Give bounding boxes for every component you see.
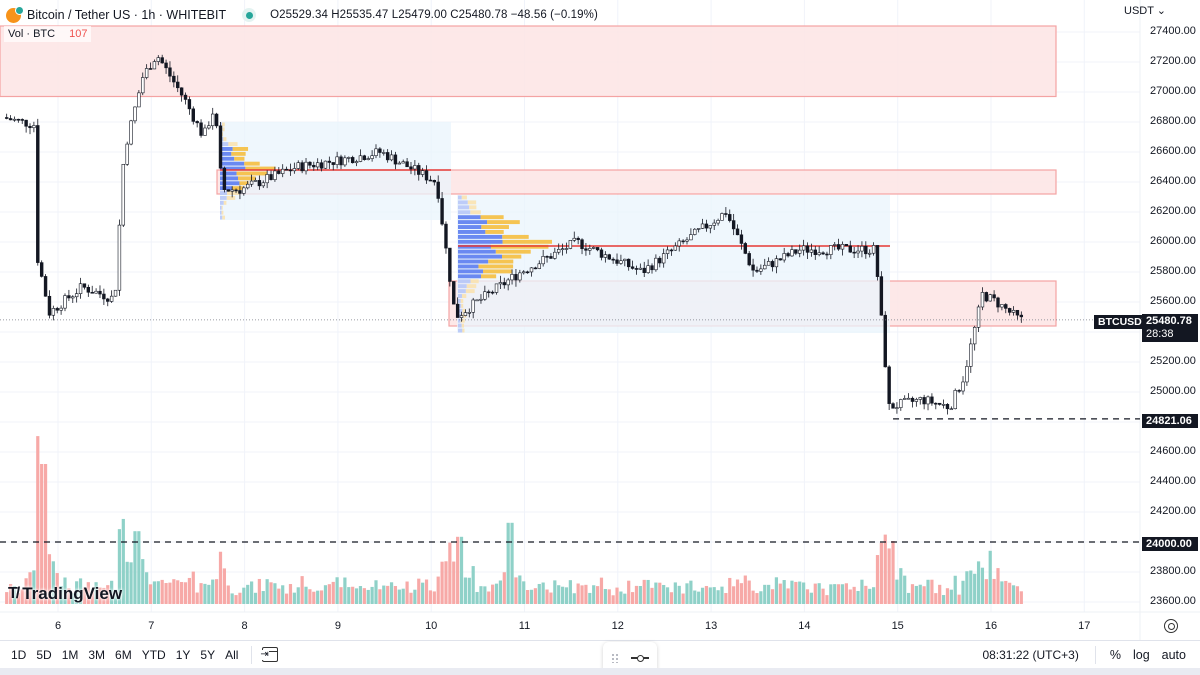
time-tick: 6	[54, 620, 62, 632]
time-tick: 12	[611, 620, 624, 632]
price-tick: 26400.00	[1150, 175, 1196, 187]
price-tick: 26600.00	[1150, 145, 1196, 157]
range-button-5d[interactable]: 5D	[31, 643, 56, 667]
price-tick: 27400.00	[1150, 25, 1196, 37]
symbol-legend[interactable]: Bitcoin / Tether US · 1h · WHITEBIT O255…	[6, 5, 598, 24]
horizontal-levels	[0, 319, 1140, 543]
time-tick: 14	[798, 620, 811, 632]
symbol-title[interactable]: Bitcoin / Tether US · 1h · WHITEBIT	[27, 8, 227, 22]
bitcoin-icon	[6, 5, 24, 23]
log-scale-button[interactable]: log	[1127, 648, 1156, 662]
price-tick: 23800.00	[1150, 565, 1196, 577]
range-button-1m[interactable]: 1M	[57, 643, 84, 667]
price-tick: 25200.00	[1150, 355, 1196, 367]
range-button-6m[interactable]: 6M	[110, 643, 137, 667]
time-tick: 8	[241, 620, 248, 632]
time-tick: 11	[518, 620, 531, 632]
range-button-1y[interactable]: 1Y	[171, 643, 196, 667]
range-button-all[interactable]: All	[220, 643, 243, 667]
price-chart[interactable]	[0, 0, 1200, 640]
percent-scale-button[interactable]: %	[1104, 648, 1127, 662]
price-tick: 25000.00	[1150, 385, 1196, 397]
time-tick: 10	[425, 620, 438, 632]
drag-handle-icon[interactable]	[611, 653, 619, 663]
symbol-price-tag: BTCUSDT	[1094, 315, 1153, 329]
price-tick: 27200.00	[1150, 55, 1196, 67]
low-level-tag: 24821.06	[1142, 414, 1198, 428]
watermark-text: TradingView	[22, 584, 123, 603]
divider	[251, 645, 253, 664]
last-price: 25480.78	[1146, 315, 1192, 327]
resistance-zone-top	[0, 25, 1057, 98]
time-axis[interactable]: 6 7 8 9 10 11 12 13 14 15 16 17	[0, 618, 1140, 638]
price-tick: 25600.00	[1150, 295, 1196, 307]
volume-legend[interactable]: Vol · BTC 107	[4, 26, 92, 42]
last-price-tag: 25480.78 28:38	[1142, 314, 1198, 342]
range-button-ytd[interactable]: YTD	[137, 643, 171, 667]
time-tick: 15	[891, 620, 904, 632]
range-button-3m[interactable]: 3M	[83, 643, 110, 667]
price-tick: 24200.00	[1150, 505, 1196, 517]
price-tick: 26800.00	[1150, 115, 1196, 127]
range-button-1d[interactable]: 1D	[6, 643, 31, 667]
volume-label: Vol · BTC	[8, 28, 56, 40]
time-tick: 17	[1078, 620, 1091, 632]
time-tick: 7	[148, 620, 155, 632]
price-tick: 26000.00	[1150, 235, 1196, 247]
scroll-slider-icon[interactable]	[631, 655, 649, 661]
volume-value: 107	[69, 28, 88, 40]
price-tick: 24400.00	[1150, 475, 1196, 487]
tradingview-logo-icon: T/	[8, 585, 20, 602]
time-tick: 16	[984, 620, 998, 632]
time-tick: 9	[334, 620, 341, 632]
divider	[1094, 646, 1096, 664]
price-tick: 23600.00	[1150, 595, 1196, 607]
range-button-5y[interactable]: 5Y	[195, 643, 220, 667]
candlesticks	[4, 54, 1024, 415]
market-status-icon[interactable]	[242, 8, 257, 22]
tradingview-watermark: T/ TradingView	[8, 584, 122, 604]
currency-selector[interactable]: USDT ⌄	[1124, 5, 1167, 17]
volume-profiles	[220, 122, 890, 333]
price-tick: 25800.00	[1150, 265, 1196, 277]
right-tools: 08:31:22 (UTC+3) % log auto	[982, 641, 1192, 669]
time-tick: 13	[704, 620, 718, 632]
price-tick: 27000.00	[1150, 85, 1196, 97]
chart-settings-icon[interactable]	[1164, 619, 1178, 633]
auto-scale-button[interactable]: auto	[1156, 648, 1192, 662]
goto-date-icon[interactable]	[260, 647, 279, 662]
date-range-selector: 1D 5D 1M 3M 6M YTD 1Y 5Y All	[6, 643, 243, 667]
bar-countdown: 28:38	[1146, 328, 1174, 340]
support-level-tag: 24000.00	[1142, 537, 1198, 551]
footer-strip	[0, 668, 1200, 675]
clock[interactable]: 08:31:22 (UTC+3)	[982, 648, 1079, 662]
price-tick: 24600.00	[1150, 445, 1196, 457]
ohlc-values: O25529.34 H25535.47 L25479.00 C25480.78 …	[270, 9, 598, 21]
price-tick: 26200.00	[1150, 205, 1196, 217]
volume-bars	[5, 436, 1023, 604]
